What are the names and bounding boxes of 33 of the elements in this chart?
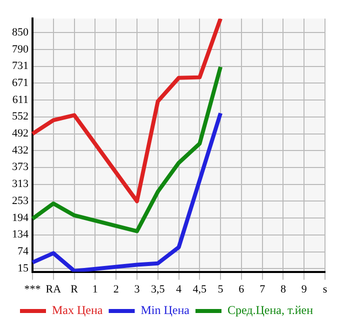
y-tick-label: 552 <box>12 110 28 123</box>
y-tick-label: 611 <box>12 94 28 106</box>
x-tick-label: 1 <box>92 283 98 296</box>
legend-label: Max Цена <box>52 303 104 318</box>
legend-label: Min Цена <box>140 303 190 318</box>
x-tick-label: 2 <box>113 283 119 296</box>
legend-label: Сред.Цена, т.йен <box>227 303 314 318</box>
y-tick-label: 74 <box>18 246 29 258</box>
y-tick-label: 134 <box>12 228 29 241</box>
x-tick-label: 5 <box>218 283 224 296</box>
y-tick-label: 432 <box>12 144 28 157</box>
x-tick-label: 4 <box>176 283 182 296</box>
x-tick-label: 7 <box>260 283 266 296</box>
y-tick-label: 850 <box>12 26 29 39</box>
y-tick-label: 731 <box>12 60 28 72</box>
y-tick-label: 492 <box>12 128 28 140</box>
y-tick-label: 15 <box>18 262 29 274</box>
x-tick-label: 3 <box>134 283 140 296</box>
x-tick-label: 9 <box>301 283 308 296</box>
y-tick-label: 194 <box>12 212 29 224</box>
x-tick-label: 4,5 <box>192 283 208 296</box>
y-tick-label: 671 <box>12 77 28 90</box>
y-tick-label: 790 <box>12 44 29 56</box>
x-tick-label: 8 <box>280 283 286 296</box>
x-tick-label: 3,5 <box>150 283 166 296</box>
x-tick-label: 6 <box>238 283 245 296</box>
y-tick-label: 313 <box>12 178 29 190</box>
x-tick-label: R <box>70 283 79 296</box>
y-tick-label: 373 <box>12 161 29 174</box>
x-tick-label: s <box>322 283 328 296</box>
y-tick-label: 253 <box>12 195 29 208</box>
x-tick-label: RA <box>46 283 62 296</box>
x-tick-label: *** <box>24 283 41 296</box>
